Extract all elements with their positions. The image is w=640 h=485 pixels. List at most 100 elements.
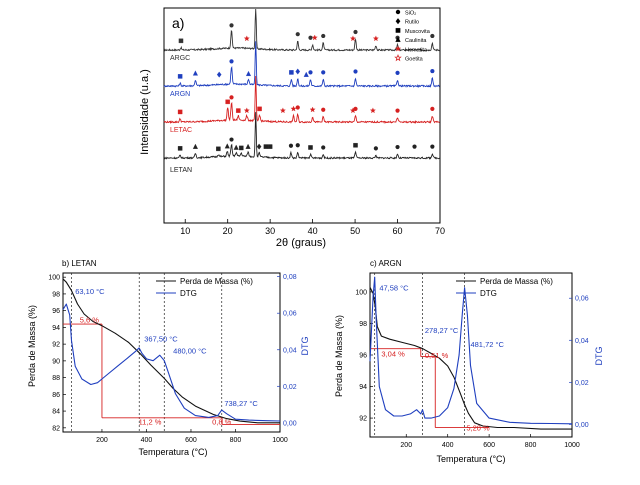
tga-letan-x-tick-label: 1000: [272, 437, 288, 444]
tga-letan-x-tick-label: 800: [230, 437, 242, 444]
tga-argn-annotation: 481,72 °C: [470, 340, 504, 349]
xrd-phase-marker: [289, 70, 294, 75]
xrd-legend-marker: [394, 54, 402, 62]
xrd-legend-label: Goetita: [405, 57, 424, 63]
xrd-legend-label: Caulinita: [405, 38, 427, 44]
tga-letan-y-tick-label: 98: [52, 291, 60, 298]
xrd-plot-frame: [163, 7, 441, 224]
tga-letan-y2-tick-label: 0,06: [283, 311, 297, 318]
xrd-phase-marker: [216, 146, 221, 152]
xrd-x-axis-label: 2θ (graus): [276, 237, 326, 249]
xrd-series-label: ARGN: [170, 91, 190, 98]
xrd-phase-marker: [192, 143, 198, 149]
xrd-phase-marker: [321, 107, 326, 112]
xrd-phase-marker: [349, 35, 356, 42]
tga-letan-x-axis-label: Temperatura (°C): [138, 447, 207, 457]
tga-letan-panel-label: b) LETAN: [62, 259, 97, 268]
xrd-phase-marker: [412, 144, 417, 149]
tga-letan-y-tick-label: 86: [52, 392, 60, 399]
tga-argn-y2-tick-label: 0,02: [575, 380, 589, 387]
tga-letan-annotation: 63,10 °C: [75, 287, 105, 296]
tga-argn-x-tick-label: 400: [442, 442, 454, 449]
tga-argn-y-tick-label: 92: [359, 416, 367, 423]
tga-letan-legend-label: Perda de Massa (%): [180, 277, 253, 286]
xrd-phase-marker: [321, 33, 326, 39]
tga-letan-annotation: 738,27 °C: [224, 399, 258, 408]
xrd-phase-marker: [263, 144, 269, 149]
xrd-phase-marker: [177, 74, 183, 79]
tga-argn-annotation: 3,04 %: [381, 350, 405, 359]
xrd-panel-label: a): [172, 15, 184, 31]
xrd-phase-marker: [239, 145, 244, 151]
tga-argn-x-tick-label: 600: [483, 442, 495, 449]
tga-letan-y-axis-label: Perda de Massa (%): [27, 305, 37, 387]
xrd-phase-marker: [321, 70, 326, 75]
tga-argn-y2-axis-label: DTG: [594, 347, 604, 366]
xrd-phase-marker: [243, 107, 250, 114]
tga-letan-y-tick-label: 96: [52, 308, 60, 315]
tga-letan-annotation: 11,2 %: [139, 417, 162, 426]
xrd-series-label: ARGC: [170, 55, 190, 62]
xrd-phase-marker: [295, 143, 300, 148]
tga-letan-y-tick-label: 94: [52, 325, 60, 332]
xrd-phase-marker: [233, 144, 239, 150]
tga-letan-x-tick-label: 200: [96, 437, 108, 444]
tga-argn-y-tick-label: 98: [359, 321, 367, 328]
tga-letan-annotation: 0,8 %: [212, 417, 232, 426]
xrd-series-label: LETAN: [170, 167, 192, 174]
xrd-phase-marker: [229, 23, 234, 28]
xrd-series-letac-line: [163, 75, 440, 124]
xrd-phase-marker: [303, 71, 309, 77]
tga-argn-x-tick-label: 200: [400, 442, 412, 449]
xrd-x-tick-label: 60: [393, 226, 403, 236]
tga-letan-x-tick-label: 400: [141, 437, 153, 444]
xrd-phase-marker: [267, 144, 273, 149]
xrd-phase-marker: [236, 108, 241, 113]
xrd-legend-marker: [395, 36, 401, 42]
tga-letan-legend-label: DTG: [180, 289, 197, 298]
tga-letan-y2-tick-label: 0,02: [283, 384, 297, 391]
xrd-legend-label: Rutilo: [405, 20, 419, 26]
xrd-phase-marker: [311, 34, 318, 41]
tga-letan-y2-axis-label: DTG: [300, 337, 310, 356]
xrd-y-axis-label: Intensidade (u.a.): [139, 69, 151, 155]
tga-argn-y-tick-label: 94: [359, 384, 367, 391]
xrd-phase-marker: [353, 106, 358, 111]
tga-argn-y2-tick-label: 0,04: [575, 338, 589, 345]
tga-argn-y-tick-label: 96: [359, 353, 367, 360]
xrd-phase-marker: [295, 105, 300, 110]
xrd-series-argc-line: [163, 8, 440, 52]
xrd-phase-marker: [395, 144, 400, 150]
tga-argn-x-tick-label: 800: [525, 442, 537, 449]
xrd-phase-marker: [373, 146, 378, 151]
xrd-x-tick-label: 50: [350, 226, 360, 236]
xrd-series-argn-line: [163, 41, 440, 89]
xrd-series-label: LETAC: [170, 127, 192, 134]
xrd-phase-marker: [295, 32, 300, 37]
xrd-x-tick-label: 70: [435, 226, 445, 236]
tga-argn-y2-tick-label: 0,00: [575, 422, 589, 429]
xrd-legend-marker: [395, 9, 401, 15]
xrd-phase-marker: [229, 59, 234, 64]
tga-letan-annotation: 367,50 °C: [144, 335, 178, 344]
tga-argn-annotation: 5,20 %: [466, 424, 490, 433]
tga-argn-annotation: 0,51 %: [425, 351, 449, 360]
xrd-phase-marker: [430, 33, 435, 39]
xrd-phase-marker: [395, 108, 400, 113]
xrd-phase-marker: [229, 137, 234, 142]
xrd-phase-marker: [353, 143, 358, 148]
tga-letan-plot-frame: [62, 272, 281, 433]
tga-argn-legend-label: DTG: [480, 289, 497, 298]
tga-argn-x-axis-label: Temperatura (°C): [436, 454, 505, 464]
xrd-legend-label: SiO₂: [405, 11, 416, 17]
xrd-series-letan-line: [163, 112, 440, 160]
tga-letan-y-tick-label: 90: [52, 358, 60, 365]
tga-letan-y-tick-label: 100: [48, 275, 60, 282]
xrd-phase-marker: [192, 70, 198, 76]
tga-letan-panel: b) LETAN Perda de Massa (%) DTG Temperat…: [27, 259, 310, 457]
tga-letan-y2-tick-label: 0,00: [283, 420, 297, 427]
xrd-phase-marker: [369, 107, 376, 114]
xrd-phase-marker: [279, 107, 286, 114]
xrd-phase-marker: [308, 70, 313, 75]
